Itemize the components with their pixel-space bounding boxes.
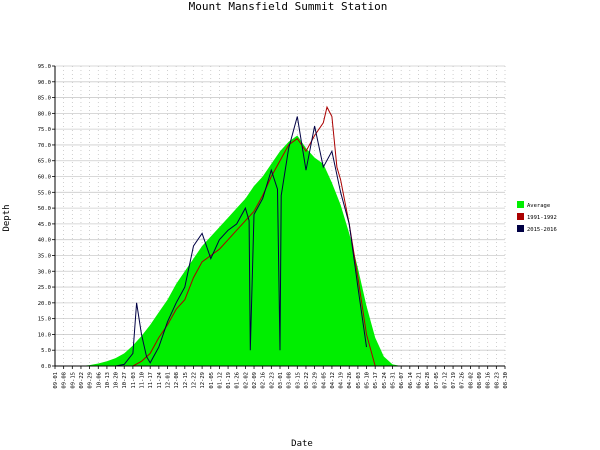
x-tick-label: 01-26 [235,372,241,389]
x-tick-label: 06-21 [416,372,422,389]
y-tick-label: 10.0 [38,332,51,338]
x-tick-label: 06-28 [425,372,431,389]
x-tick-label: 04-05 [321,372,327,389]
x-tick-label: 01-05 [209,372,215,389]
x-tick-label: 03-01 [278,372,284,389]
x-tick-label: 04-12 [330,372,336,389]
x-tick-label: 12-22 [191,372,197,389]
x-tick-label: 09-22 [79,372,85,389]
x-tick-label: 11-17 [148,372,154,389]
x-tick-label: 08-16 [486,372,492,389]
y-tick-label: 60.0 [38,175,51,181]
x-tick-label: 10-06 [96,372,102,389]
x-tick-label: 05-10 [365,372,371,389]
x-tick-label: 03-08 [287,372,293,389]
y-tick-label: 70.0 [38,143,51,149]
x-tick-label: 02-02 [243,372,249,389]
x-tick-label: 05-03 [356,372,362,389]
series-layer [63,105,410,367]
x-tick-label: 05-17 [373,372,379,389]
x-tick-label: 08-09 [477,372,483,389]
x-tick-label: 06-07 [399,372,405,389]
x-tick-label: 09-29 [88,372,94,389]
x-tick-label: 01-12 [217,372,223,389]
x-tick-label: 03-15 [295,372,301,389]
y-tick-label: 35.0 [38,253,51,259]
x-axis-label: Date [291,439,313,449]
x-tick-label: 12-08 [174,372,180,389]
x-tick-label: 03-29 [313,372,319,389]
x-tick-label: 11-24 [157,371,163,388]
x-tick-label: 09-01 [53,372,59,389]
legend: Average 1991-1992 2015-2016 [517,201,557,233]
y-tick-label: 15.0 [38,317,51,323]
x-tick-label: 04-19 [339,372,345,389]
x-tick-label: 07-12 [442,372,448,389]
x-tick-label: 12-15 [183,372,189,389]
y-tick-label: 75.0 [38,127,51,133]
legend-label: 2015-2016 [527,227,557,233]
x-tick-label: 04-26 [347,372,353,389]
x-tick-label: 07-26 [460,372,466,389]
x-tick-label: 10-13 [105,372,111,389]
x-tick-label: 02-16 [261,372,267,389]
x-tick-label: 12-29 [200,372,206,389]
x-tick-label: 11-03 [131,372,137,389]
x-tick-label: 08-23 [494,372,500,389]
x-tick-label: 01-19 [226,372,232,389]
y-tick-label: 30.0 [38,269,51,275]
legend-label: 1991-1992 [527,215,557,221]
y-tick-label: 25.0 [38,285,51,291]
legend-swatch [517,213,524,220]
x-tick-label: 05-24 [382,371,388,388]
x-tick-label: 10-20 [114,372,120,389]
y-tick-label: 85.0 [38,96,51,102]
y-tick-label: 50.0 [38,206,51,212]
y-tick-label: 90.0 [38,80,51,86]
y-tick-label: 0.0 [41,364,51,370]
legend-label: Average [527,203,550,209]
y-tick-label: 5.0 [41,348,51,354]
x-tick-label: 07-19 [451,372,457,389]
y-tick-label: 55.0 [38,190,51,196]
y-tick-label: 80.0 [38,111,51,117]
x-tick-label: 03-22 [304,372,310,389]
x-tick-label: 09-08 [62,372,68,389]
series-line-1991-1992 [132,105,376,367]
x-tick-label: 09-15 [70,372,76,389]
chart-title: Mount Mansfield Summit Station [189,0,388,13]
y-tick-label: 95.0 [38,64,51,70]
y-tick-label: 65.0 [38,159,51,165]
x-tick-label: 02-23 [269,372,275,389]
y-tick-label: 40.0 [38,238,51,244]
series-area-average [63,135,410,366]
x-tick-label: 10-27 [122,372,128,389]
x-tick-label: 08-02 [468,372,474,389]
x-tick-label: 11-10 [140,372,146,389]
y-tick-label: 20.0 [38,301,51,307]
series-line-2015-2016 [115,116,367,367]
x-tick-label: 05-31 [391,372,397,389]
x-tick-label: 06-14 [408,371,414,388]
y-axis-label: Depth [2,204,12,231]
x-tick-label: 02-09 [252,372,258,389]
x-tick-label: 12-01 [166,372,172,389]
x-tick-label: 07-05 [434,372,440,389]
x-ticks: 09-01 09-08 09-15 09-22 09-29 10-06 10-13 10-20… [53,366,509,389]
x-tick-label: 08-30 [503,372,509,389]
legend-swatch [517,225,524,232]
legend-swatch [517,201,524,208]
y-tick-label: 45.0 [38,222,51,228]
y-ticks: 0.0 5.0 10.0 15.0 20.0 25.0 30.0 35.0 40.0 45.0 50… [38,64,55,370]
